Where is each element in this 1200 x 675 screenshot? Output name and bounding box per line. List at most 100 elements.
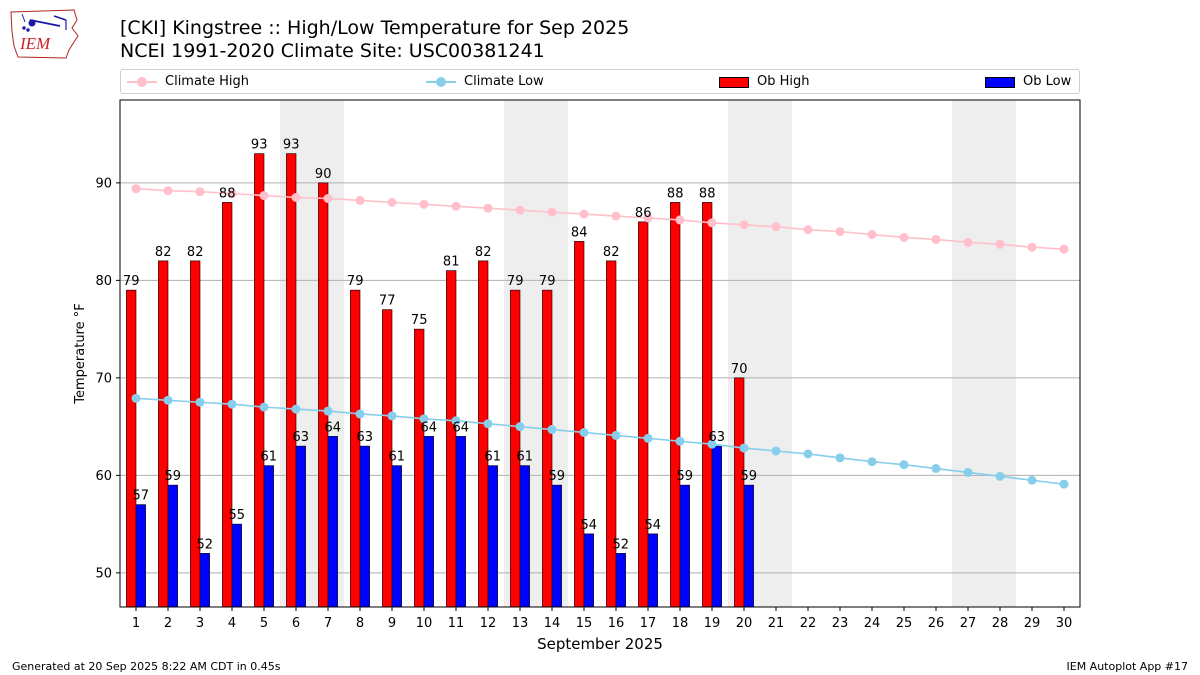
app-credit: IEM Autoplot App #17	[1066, 660, 1189, 673]
climate-low-point	[131, 393, 141, 403]
ob-low-value-label: 52	[613, 537, 630, 552]
ob-high-value-label: 79	[507, 274, 524, 289]
climate-low-point	[611, 430, 621, 440]
ob-low-bar	[391, 465, 402, 608]
climate-high-point	[163, 186, 173, 196]
ob-low-bar	[231, 523, 242, 608]
ob-high-bar	[318, 182, 329, 608]
ob-low-value-label: 63	[709, 430, 726, 445]
legend-ob-high-label: Ob High	[757, 74, 810, 89]
x-tick-label: 4	[228, 616, 236, 631]
y-axis-label: Temperature °F	[73, 303, 88, 404]
climate-high-point	[419, 199, 429, 209]
x-tick-label: 20	[736, 616, 753, 631]
climate-low-point	[835, 453, 845, 463]
climate-low-point	[355, 409, 365, 419]
ob-low-bar	[327, 436, 338, 608]
ob-low-bar	[455, 436, 466, 608]
climate-low-line	[135, 397, 1065, 485]
climate-low-point	[419, 414, 429, 424]
climate-low-point	[643, 433, 653, 443]
x-tick-label: 7	[324, 616, 332, 631]
ob-low-bar	[679, 484, 690, 608]
climate-low-point	[1059, 479, 1069, 489]
ob-high-value-label: 77	[379, 294, 396, 309]
ob-low-bar	[135, 504, 146, 608]
ob-high-value-label: 82	[603, 245, 620, 260]
ob-low-bar	[359, 445, 370, 608]
climate-high-point	[131, 184, 141, 194]
climate-high-point	[355, 195, 365, 205]
iem-logo: IEM	[10, 9, 79, 59]
climate-low-point	[515, 422, 525, 432]
ob-high-value-label: 79	[123, 274, 140, 289]
ob-high-bar	[542, 289, 553, 608]
legend-climate-low-label: Climate Low	[464, 74, 544, 89]
ob-high-bar	[158, 260, 169, 608]
ob-high-value-label: 93	[251, 138, 268, 153]
chart-legend: Climate High Climate Low Ob High Ob Low	[120, 69, 1080, 94]
ob-high-bar	[702, 202, 713, 608]
ob-high-bar	[670, 202, 681, 608]
x-tick-label: 15	[576, 616, 593, 631]
climate-low-point	[771, 446, 781, 456]
ob-low-bar	[743, 484, 754, 608]
climate-high-point	[995, 239, 1005, 249]
climate-high-point	[1059, 244, 1069, 254]
ob-high-value-label: 82	[187, 245, 204, 260]
y-axis-ticks: 50 60 70 80 90	[95, 176, 120, 581]
ob-low-value-label: 61	[389, 450, 406, 465]
x-tick-label: 14	[544, 616, 561, 631]
ob-high-value-label: 84	[571, 225, 588, 240]
x-tick-label: 21	[768, 616, 785, 631]
climate-lines	[131, 184, 1069, 489]
climate-low-point	[163, 395, 173, 405]
climate-low-point	[483, 419, 493, 429]
legend-ob-high: Ob High	[719, 73, 810, 91]
climate-low-point	[995, 471, 1005, 481]
chart-subtitle: NCEI 1991-2020 Climate Site: USC00381241	[120, 40, 545, 62]
climate-low-point	[963, 467, 973, 477]
ob-high-value-label: 82	[155, 245, 172, 260]
ob-low-value-label: 61	[261, 450, 278, 465]
ob-low-bar	[551, 484, 562, 608]
ob-high-bar	[574, 241, 585, 608]
climate-high-line	[135, 187, 1065, 250]
x-tick-label: 26	[928, 616, 945, 631]
ob-high-bar	[190, 260, 201, 608]
ob-high-value-label: 79	[539, 274, 556, 289]
ob-high-value-label: 93	[283, 138, 300, 153]
ob-low-swatch-icon	[985, 76, 1015, 88]
x-tick-label: 28	[992, 616, 1009, 631]
ob-high-bar	[446, 270, 457, 608]
ob-low-bar	[583, 533, 594, 608]
climate-low-point	[675, 436, 685, 446]
ob-high-bar	[350, 289, 361, 608]
ob-low-value-label: 64	[453, 420, 470, 435]
ob-high-value-label: 70	[731, 362, 748, 377]
x-tick-label: 8	[356, 616, 364, 631]
climate-high-point	[195, 187, 205, 197]
climate-high-point	[835, 227, 845, 237]
climate-high-point	[259, 191, 269, 201]
x-tick-label: 11	[448, 616, 465, 631]
ob-high-bar	[638, 221, 649, 608]
bar-value-labels: 79 82 82 88 93 93 90 79 77 75 81 82 79 79 84 82 86 88 88 70…	[123, 138, 757, 553]
climate-low-point	[323, 406, 333, 416]
plot-frame	[119, 99, 1081, 608]
x-axis-ticks: 1 2 3 4 5 6 7 8 9 10 11 12 13 14 15 16 17 18 19 20 21 22 23 24 2…	[132, 607, 1072, 631]
ob-low-value-label: 55	[229, 508, 246, 523]
climate-low-point	[451, 416, 461, 426]
x-tick-label: 13	[512, 616, 529, 631]
y-tick-label: 50	[95, 566, 112, 581]
ob-high-value-label: 88	[699, 186, 716, 201]
ob-low-value-label: 59	[741, 469, 758, 484]
ob-low-value-label: 61	[517, 450, 534, 465]
weather-symbols-icon	[21, 13, 67, 32]
ob-low-bar	[615, 553, 626, 608]
ob-high-value-label: 79	[347, 274, 364, 289]
x-tick-label: 9	[388, 616, 396, 631]
x-tick-label: 30	[1056, 616, 1073, 631]
ob-low-value-label: 63	[293, 430, 310, 445]
